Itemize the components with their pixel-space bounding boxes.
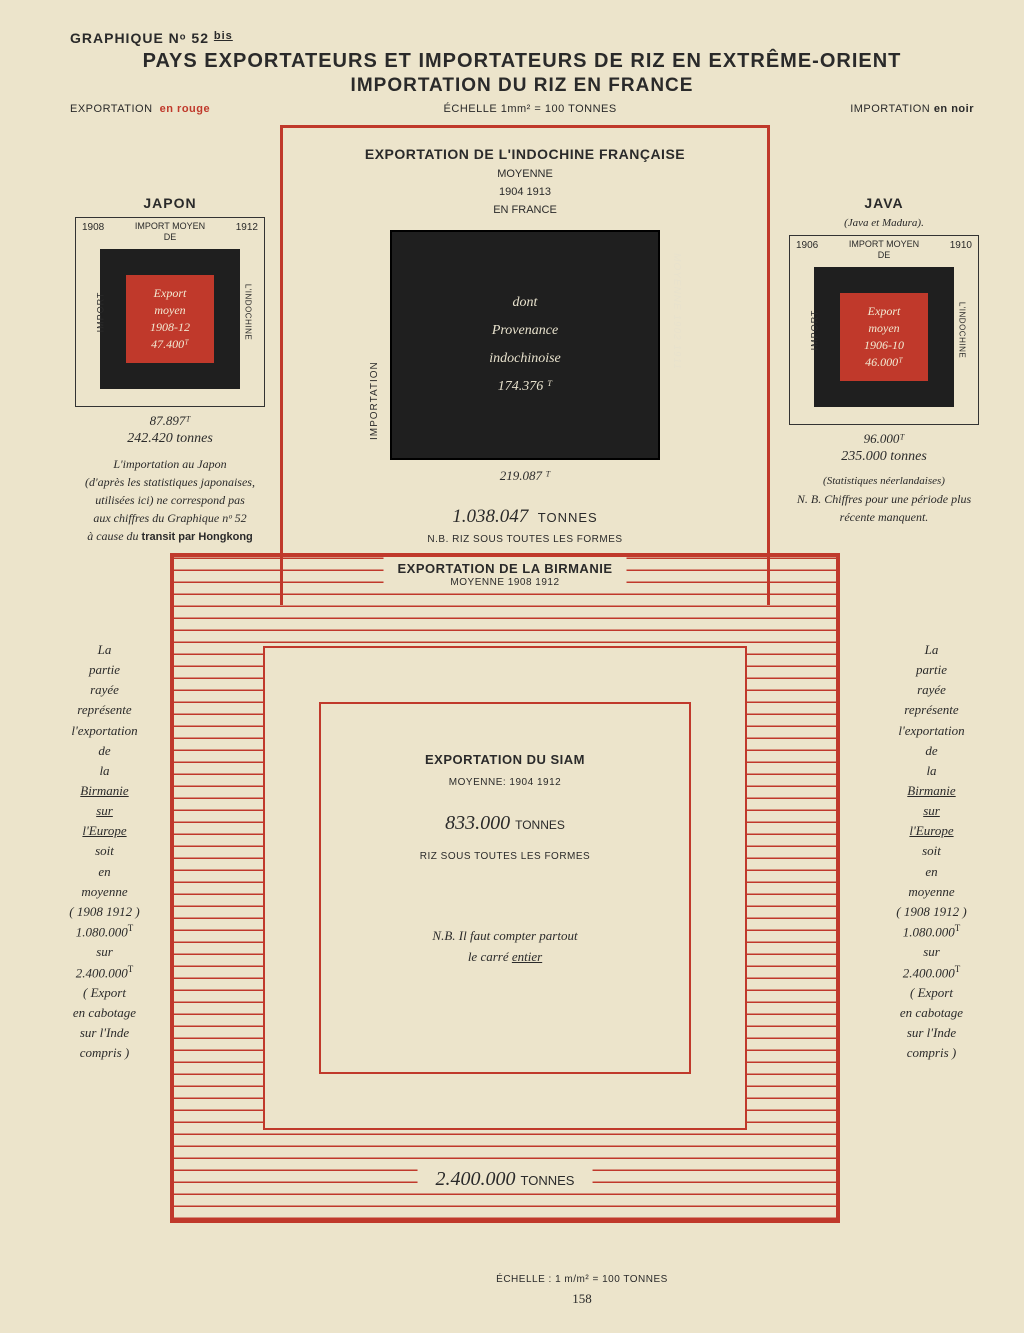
- java-red-square: Export moyen 1906-10 46.000ᵀ: [840, 293, 928, 381]
- page-title-1: PAYS EXPORTATEURS ET IMPORTATEURS DE RIZ…: [70, 50, 974, 73]
- indochine-side-right: MOYENNE 1902 1911: [666, 253, 686, 370]
- japon-box: JAPON 1908 1912 IMPORT MOYENDE IMPORT L'…: [70, 195, 270, 546]
- japon-import-frame: 1908 1912 IMPORT MOYENDE IMPORT L'INDOCH…: [75, 217, 265, 407]
- side-note-right: La partie rayée représente l'exportation…: [879, 640, 984, 1064]
- page-number: 158: [70, 1291, 1024, 1307]
- side-note-left: La partie rayée représente l'exportation…: [52, 640, 157, 1064]
- indochine-total: 1.038.047 TONNES: [283, 506, 767, 528]
- birmanie-tonnes: 2.400.000 TONNES: [418, 1166, 593, 1193]
- java-box: JAVA (Java et Madura). 1906 1910 IMPORT …: [784, 195, 984, 526]
- japon-black-square: Export moyen 1908-12 47.400ᵀ: [100, 249, 240, 389]
- indochine-export-box: EXPORTATION DE L'INDOCHINE FRANÇAISE MOY…: [280, 125, 770, 605]
- java-import-frame: 1906 1910 IMPORT MOYENDE IMPORT L'INDOCH…: [789, 235, 979, 425]
- indochine-nb: N.B. RIZ SOUS TOUTES LES FORMES: [283, 534, 767, 545]
- birmanie-outer: EXPORTATION DE LA BIRMANIE MOYENNE 1908 …: [170, 553, 840, 1223]
- indochine-side-left: IMPORTATION: [369, 361, 380, 440]
- java-note: (Statistiques néerlandaises) N. B. Chiff…: [784, 473, 984, 526]
- graphique-number: GRAPHIQUE Nᵒ 52 bis: [70, 30, 974, 46]
- indochine-219087: 219.087 ᵀ: [283, 468, 767, 484]
- japon-note: L'importation au Japon (d'après les stat…: [70, 455, 270, 546]
- java-black-square: Export moyen 1906-10 46.000ᵀ: [814, 267, 954, 407]
- legend-row: EXPORTATION en rouge ÉCHELLE 1mm² = 100 …: [70, 103, 974, 115]
- japon-red-square: Export moyen 1908-12 47.400ᵀ: [126, 275, 214, 363]
- siam-box: EXPORTATION DU SIAM MOYENNE: 1904 1912 8…: [319, 702, 691, 1074]
- birmanie-title: EXPORTATION DE LA BIRMANIE MOYENNE 1908 …: [384, 557, 627, 592]
- echelle-footer: ÉCHELLE : 1 m/m² = 100 TONNES: [70, 1274, 1024, 1285]
- page-title-2: IMPORTATION DU RIZ EN FRANCE: [70, 75, 974, 97]
- indochine-black-square: dont Provenance indochinoise 174.376 ᵀ M…: [390, 230, 660, 460]
